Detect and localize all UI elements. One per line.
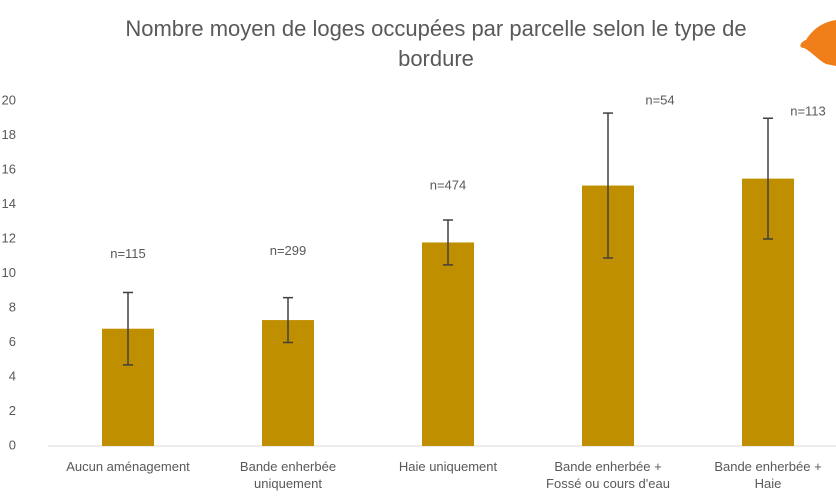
logo	[800, 20, 836, 66]
y-tick-label: 2	[9, 403, 16, 418]
y-tick-label: 0	[9, 437, 16, 452]
annotation: n=299	[270, 243, 307, 258]
x-tick-label: Haie uniquement	[398, 459, 498, 474]
chart-title: Nombre moyen de loges occupées par parce…	[125, 16, 747, 71]
x-tick-label: Aucun aménagement	[66, 459, 190, 474]
y-tick-label: 20	[2, 92, 16, 107]
y-tick-label: 16	[2, 161, 16, 176]
y-tick-label: 8	[9, 299, 16, 314]
x-tick-label: Bande enherbée uniquement	[239, 459, 337, 491]
annotation: n=474	[430, 177, 467, 192]
y-tick-label: 10	[2, 265, 16, 280]
x-tick-label: Bande enherbée + Fossé ou cours d'eau	[546, 459, 670, 491]
x-tick-label: Bande enherbée + Haie	[714, 459, 822, 491]
y-tick-label: 18	[2, 127, 16, 142]
y-tick-label: 4	[9, 368, 16, 383]
annotation: n=54	[645, 93, 674, 108]
bar	[422, 242, 474, 446]
y-tick-label: 14	[2, 196, 16, 211]
y-tick-label: 6	[9, 334, 16, 349]
annotation: n=113	[790, 104, 826, 119]
annotation: n=115	[110, 246, 146, 261]
y-tick-label: 12	[2, 230, 16, 245]
